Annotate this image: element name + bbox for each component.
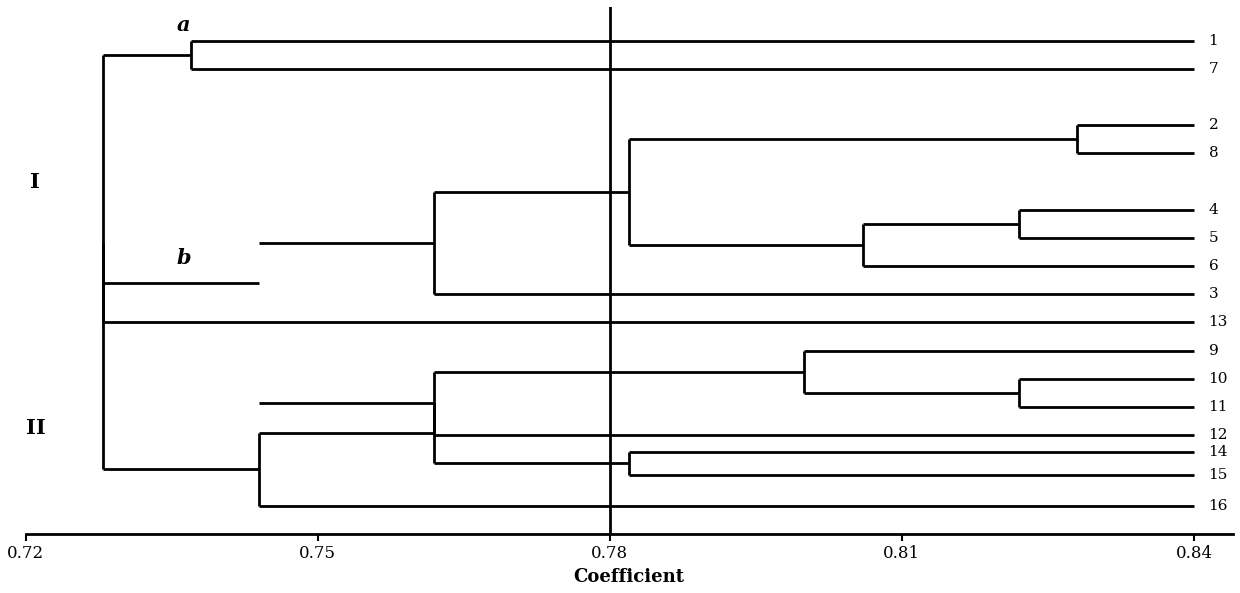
Text: 9: 9 <box>1209 343 1219 358</box>
Text: 14: 14 <box>1209 445 1228 459</box>
Text: 8: 8 <box>1209 146 1218 161</box>
Text: 13: 13 <box>1209 315 1228 330</box>
Text: 1: 1 <box>1209 34 1219 48</box>
Text: 11: 11 <box>1209 400 1228 414</box>
X-axis label: Coefficient: Coefficient <box>574 568 684 586</box>
Text: I: I <box>30 171 40 192</box>
Text: 16: 16 <box>1209 499 1228 512</box>
Text: a: a <box>176 15 190 35</box>
Text: 10: 10 <box>1209 372 1228 386</box>
Text: 7: 7 <box>1209 62 1218 76</box>
Text: 12: 12 <box>1209 428 1228 442</box>
Text: b: b <box>176 248 191 267</box>
Text: 2: 2 <box>1209 118 1219 132</box>
Text: 4: 4 <box>1209 203 1219 217</box>
Text: 15: 15 <box>1209 467 1228 482</box>
Text: 6: 6 <box>1209 259 1219 273</box>
Text: 3: 3 <box>1209 287 1218 301</box>
Text: II: II <box>26 418 45 438</box>
Text: 5: 5 <box>1209 231 1218 245</box>
